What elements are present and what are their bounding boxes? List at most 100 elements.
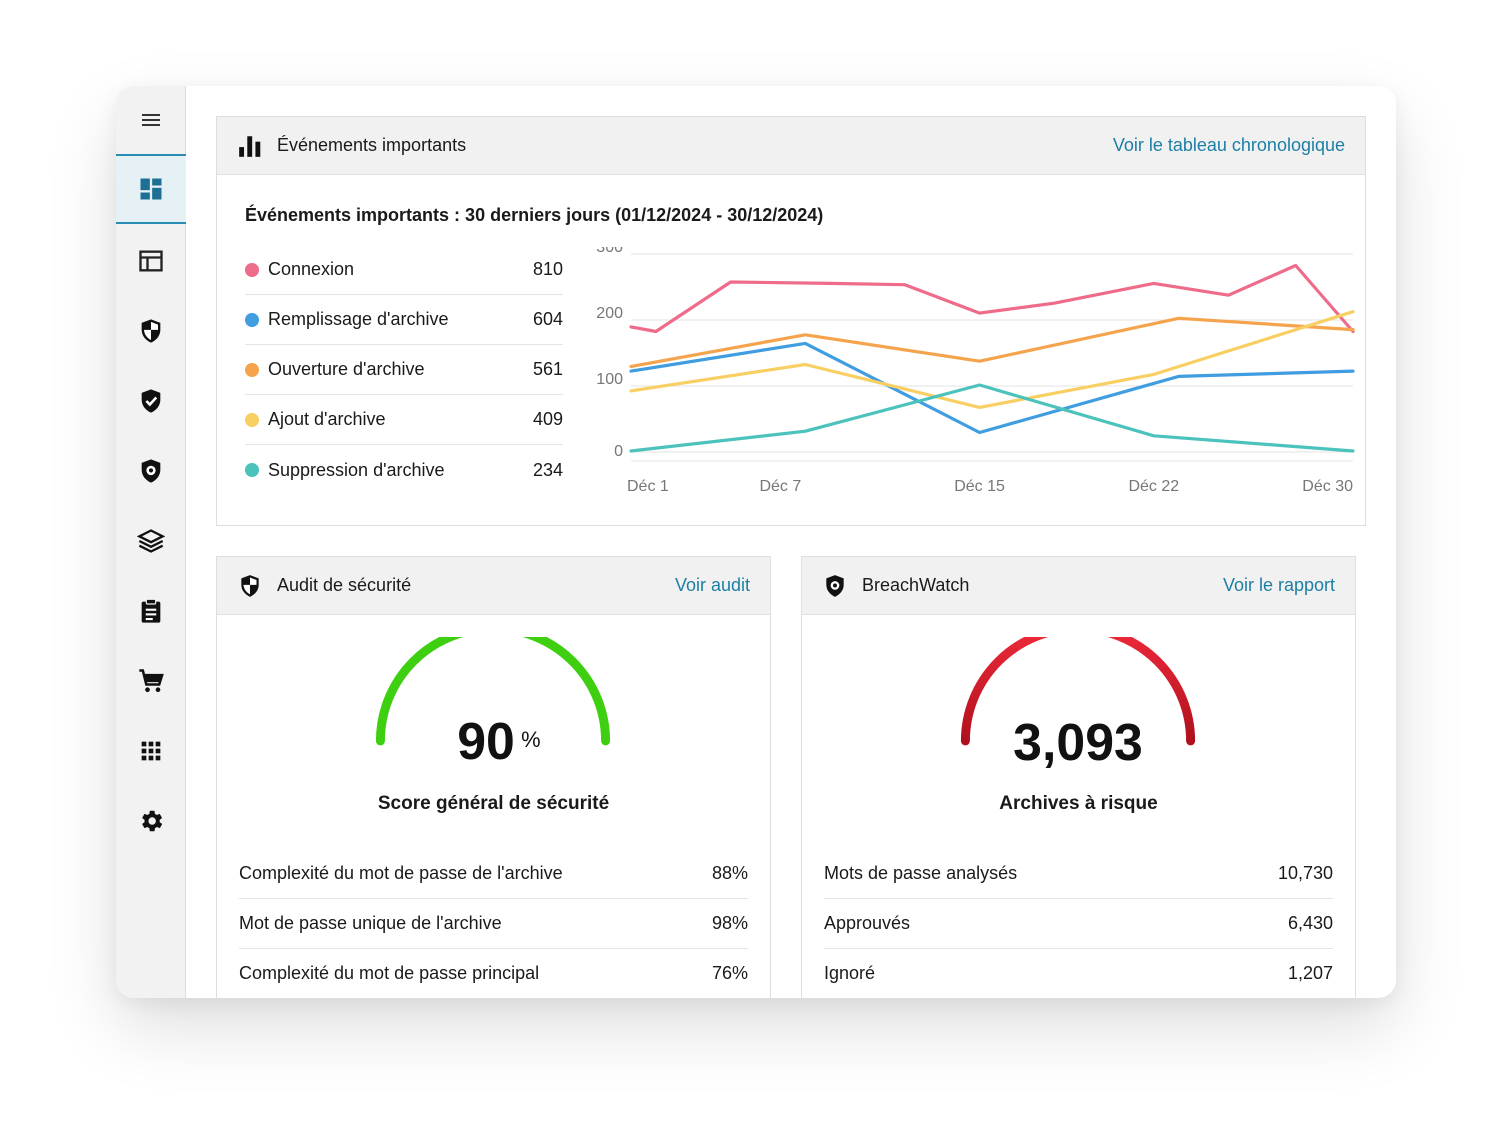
breachwatch-arc xyxy=(960,637,1196,746)
stat-row: Ignoré 1,207 xyxy=(824,949,1333,998)
important-events-title: Événements importants xyxy=(277,135,467,155)
breachwatch-gauge: 3,093 xyxy=(960,637,1196,771)
sidebar-item-breachwatch[interactable] xyxy=(116,436,186,506)
breachwatch-value: 3,093 xyxy=(1013,713,1143,771)
stat-value: 6,430 xyxy=(1287,913,1333,933)
security-score-unit: % xyxy=(521,727,540,752)
legend-label: Connexion xyxy=(268,259,355,279)
stat-label: Complexité du mot de passe principal xyxy=(239,963,540,983)
series-line-ajout-d-archive xyxy=(629,310,1355,409)
x-tick-label: Déc 22 xyxy=(1128,478,1179,495)
legend-item: Ajout d'archive 409 xyxy=(245,395,563,445)
stat-row: Mot de passe unique de l'archive 98% xyxy=(239,899,748,949)
breachwatch-header: BreachWatch Voir le rapport xyxy=(802,557,1355,615)
stat-value: 98% xyxy=(711,913,748,933)
legend-color-dot xyxy=(245,362,259,377)
x-tick-label: Déc 15 xyxy=(954,478,1005,495)
legend-label: Suppression d'archive xyxy=(268,459,445,480)
security-audit-header: Audit de sécurité Voir audit xyxy=(217,557,770,615)
stat-row: Complexité du mot de passe principal 76% xyxy=(239,949,748,998)
stat-label: Ignoré xyxy=(824,963,876,983)
events-subtitle: Événements importants : 30 derniers jour… xyxy=(245,205,824,225)
breachwatch-shield-icon xyxy=(141,459,161,483)
security-audit-card: Audit de sécurité Voir audit 90 % Score … xyxy=(216,556,771,998)
security-shield-icon xyxy=(237,573,263,599)
stat-label: Mots de passe analysés xyxy=(824,863,1018,883)
legend-label: Ajout d'archive xyxy=(268,409,386,429)
table-layout-icon xyxy=(139,250,163,272)
sidebar-item-compliance[interactable] xyxy=(116,366,186,436)
legend-item: Connexion 810 xyxy=(245,245,563,295)
legend-item: Ouverture d'archive 561 xyxy=(245,345,563,395)
breachwatch-caption: Archives à risque xyxy=(999,793,1158,814)
sidebar-item-store[interactable] xyxy=(116,646,186,716)
security-audit-stats: Complexité du mot de passe de l'archive 8… xyxy=(239,849,748,998)
stat-label: Mot de passe unique de l'archive xyxy=(239,913,502,933)
security-score-value: 90 xyxy=(457,712,515,770)
stat-value: 10,730 xyxy=(1277,863,1333,883)
stat-row: Mots de passe analysés 10,730 xyxy=(824,849,1333,899)
sidebar-item-settings[interactable] xyxy=(116,786,186,856)
sidebar-item-dashboard[interactable] xyxy=(116,154,186,224)
legend-value: 409 xyxy=(532,409,563,429)
series-line-remplissage-d-archive xyxy=(629,341,1355,435)
breachwatch-title: BreachWatch xyxy=(862,575,970,595)
important-events-header: Événements importants Voir le tableau ch… xyxy=(217,117,1365,175)
stat-value: 1,207 xyxy=(1287,963,1333,983)
x-tick-label: Déc 7 xyxy=(759,478,801,495)
legend-item: Remplissage d'archive 604 xyxy=(245,295,563,345)
security-audit-title: Audit de sécurité xyxy=(277,575,412,595)
legend-label: Ouverture d'archive xyxy=(268,359,425,379)
legend-item: Suppression d'archive 234 xyxy=(245,445,563,495)
layers-icon xyxy=(137,529,165,553)
app-window: Événements importants Voir le tableau ch… xyxy=(116,86,1396,998)
stat-label: Approuvés xyxy=(824,913,911,933)
events-line-chart: 300 200 100 0 Déc 1 Déc 7 Déc 15 Déc 22 Déc 30 xyxy=(596,247,1355,495)
legend-value: 561 xyxy=(532,359,563,379)
breachwatch-card: BreachWatch Voir le rapport 3,093 Archiv… xyxy=(801,556,1356,998)
security-score-gauge: 90 % xyxy=(375,637,611,770)
view-audit-link[interactable]: Voir audit xyxy=(674,575,750,595)
hamburger-icon xyxy=(142,111,160,129)
shield-check-icon xyxy=(141,389,161,413)
series-line-connexion xyxy=(629,263,1355,334)
gear-icon xyxy=(142,810,163,832)
y-tick-label: 100 xyxy=(596,371,623,388)
dashboard-icon xyxy=(140,178,162,200)
sidebar-item-integrations[interactable] xyxy=(116,506,186,576)
y-tick-label: 300 xyxy=(596,247,623,256)
security-score-arc xyxy=(375,637,611,746)
breachwatch-stats: Mots de passe analysés 10,730 Approuvés 6,4… xyxy=(824,849,1333,998)
cart-icon xyxy=(139,669,164,693)
legend-color-dot xyxy=(245,412,259,427)
stat-value: 88% xyxy=(711,863,748,883)
main-content: Événements importants Voir le tableau ch… xyxy=(186,86,1396,998)
stat-row: Complexité du mot de passe de l'archive 8… xyxy=(239,849,748,899)
x-tick-label: Déc 1 xyxy=(627,478,669,495)
stat-value: 76% xyxy=(711,963,748,983)
legend-label: Remplissage d'archive xyxy=(268,309,449,329)
legend-value: 234 xyxy=(532,459,563,480)
sidebar-item-security-audit[interactable] xyxy=(116,296,186,366)
sidebar-item-apps[interactable] xyxy=(116,716,186,786)
x-tick-label: Déc 30 xyxy=(1302,478,1353,495)
view-timeline-link[interactable]: Voir le tableau chronologique xyxy=(1112,135,1345,155)
legend-value: 810 xyxy=(532,259,563,279)
view-report-link[interactable]: Voir le rapport xyxy=(1222,575,1335,595)
legend-value: 604 xyxy=(532,309,563,329)
y-tick-label: 200 xyxy=(596,305,623,322)
sidebar-item-reports[interactable] xyxy=(116,226,186,296)
legend-color-dot xyxy=(245,463,259,477)
y-tick-label: 0 xyxy=(614,443,623,460)
legend-color-dot xyxy=(245,312,259,327)
stat-row: Approuvés 6,430 xyxy=(824,899,1333,949)
menu-toggle-button[interactable] xyxy=(116,86,186,154)
important-events-card: Événements importants Voir le tableau ch… xyxy=(216,116,1366,526)
breachwatch-shield-icon xyxy=(822,573,848,599)
events-legend: Connexion 810 Remplissage d'archive 604 Ouve… xyxy=(245,245,563,495)
apps-grid-icon xyxy=(141,741,161,761)
sidebar-item-reports-clipboard[interactable] xyxy=(116,576,186,646)
security-shield-icon xyxy=(141,319,161,343)
bar-chart-icon xyxy=(237,133,263,159)
security-score-caption: Score général de sécurité xyxy=(377,793,610,814)
